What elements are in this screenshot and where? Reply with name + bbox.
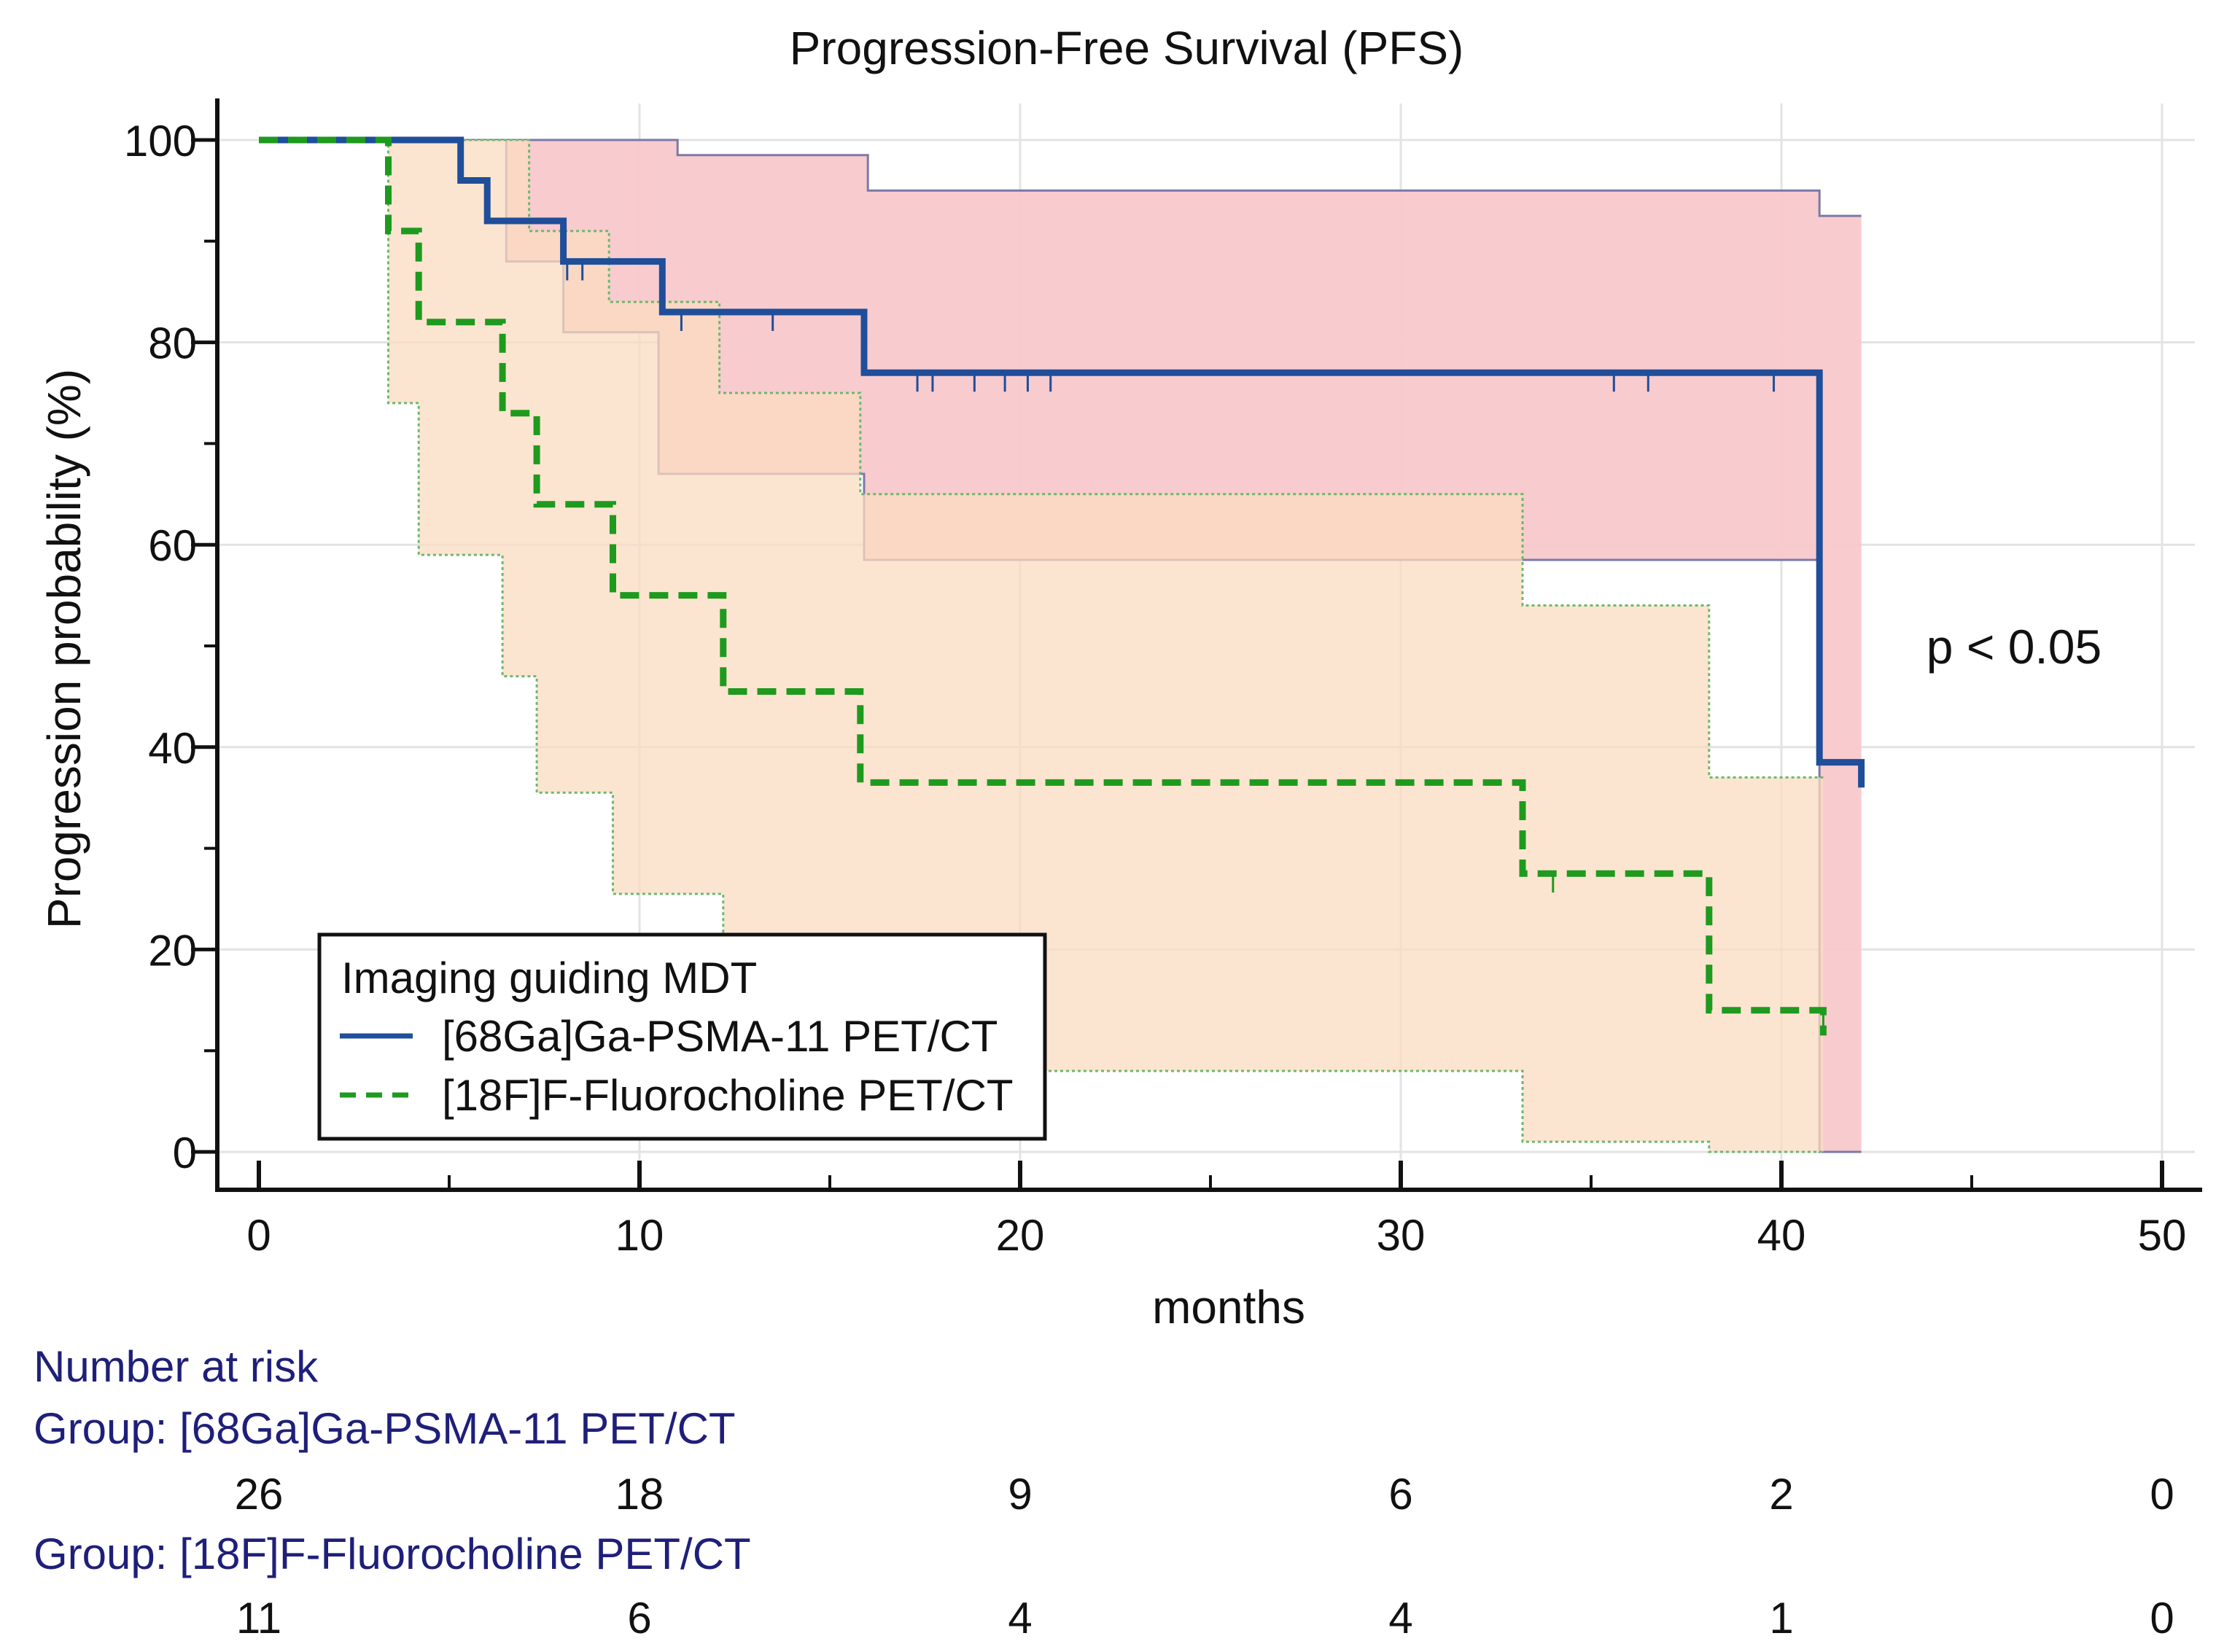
ci-upper-0 bbox=[259, 139, 1862, 217]
x-tick-label: 40 bbox=[1757, 1211, 1806, 1260]
risk-count: 18 bbox=[615, 1470, 664, 1519]
risk-count: 4 bbox=[1388, 1594, 1412, 1643]
y-axis-title: Progression probability (%) bbox=[38, 369, 90, 929]
risk-count: 9 bbox=[1008, 1470, 1032, 1519]
legend-label-fch: [18F]F-Fluorocholine PET/CT bbox=[442, 1071, 1014, 1120]
y-tick-label: 20 bbox=[148, 926, 197, 975]
x-tick-label: 10 bbox=[615, 1211, 664, 1260]
legend-label-psma: [68Ga]Ga-PSMA-11 PET/CT bbox=[442, 1012, 998, 1061]
x-tick-label: 0 bbox=[246, 1211, 271, 1260]
risk-count: 0 bbox=[2150, 1594, 2174, 1643]
y-tick-label: 40 bbox=[148, 724, 197, 773]
chart-title: Progression-Free Survival (PFS) bbox=[790, 22, 1464, 74]
risk-count: 26 bbox=[235, 1470, 284, 1519]
ci-lower-1 bbox=[259, 139, 1824, 1153]
y-tick-label: 80 bbox=[148, 319, 197, 368]
risk-group-label-psma: Group: [68Ga]Ga-PSMA-11 PET/CT bbox=[34, 1404, 736, 1453]
axes: 0 20 40 60 80 100 0 10 20 30 40 50 bbox=[124, 98, 2202, 1260]
risk-row-psma: 26 18 9 6 2 0 bbox=[235, 1470, 2174, 1519]
legend-title: Imaging guiding MDT bbox=[341, 954, 757, 1002]
risk-group-label-fch: Group: [18F]F-Fluorocholine PET/CT bbox=[34, 1530, 751, 1578]
x-tick-label: 30 bbox=[1377, 1211, 1426, 1260]
legend-box bbox=[317, 932, 1047, 1141]
risk-count: 6 bbox=[627, 1594, 651, 1643]
risk-count: 1 bbox=[1769, 1594, 1793, 1643]
number-at-risk-table: Number at risk Group: [68Ga]Ga-PSMA-11 P… bbox=[34, 1342, 2174, 1643]
ci-upper-1 bbox=[259, 139, 1824, 779]
risk-row-fch: 11 6 4 4 1 0 bbox=[236, 1594, 2174, 1643]
risk-count: 2 bbox=[1769, 1470, 1793, 1519]
risk-count: 0 bbox=[2150, 1470, 2174, 1519]
y-tick-label: 0 bbox=[173, 1129, 197, 1177]
km-curve-1 bbox=[259, 136, 1827, 1036]
x-tick-label: 50 bbox=[2138, 1211, 2187, 1260]
x-axis-title: months bbox=[1152, 1281, 1305, 1333]
y-tick-label: 100 bbox=[124, 117, 197, 165]
censor-marks bbox=[566, 260, 1824, 1029]
survival-curves bbox=[259, 136, 1865, 1036]
risk-count: 11 bbox=[236, 1594, 281, 1643]
y-tick-label: 60 bbox=[148, 521, 197, 570]
risk-count: 6 bbox=[1388, 1470, 1412, 1519]
risk-table-title: Number at risk bbox=[34, 1342, 319, 1391]
x-tick-label: 20 bbox=[996, 1211, 1045, 1260]
ci-band-1 bbox=[259, 140, 1824, 1152]
legend: Imaging guiding MDT [68Ga]Ga-PSMA-11 PET… bbox=[317, 932, 1047, 1141]
risk-count: 4 bbox=[1008, 1594, 1032, 1643]
km-curve-0 bbox=[259, 136, 1865, 788]
p-value-annotation: p < 0.05 bbox=[1927, 620, 2102, 674]
